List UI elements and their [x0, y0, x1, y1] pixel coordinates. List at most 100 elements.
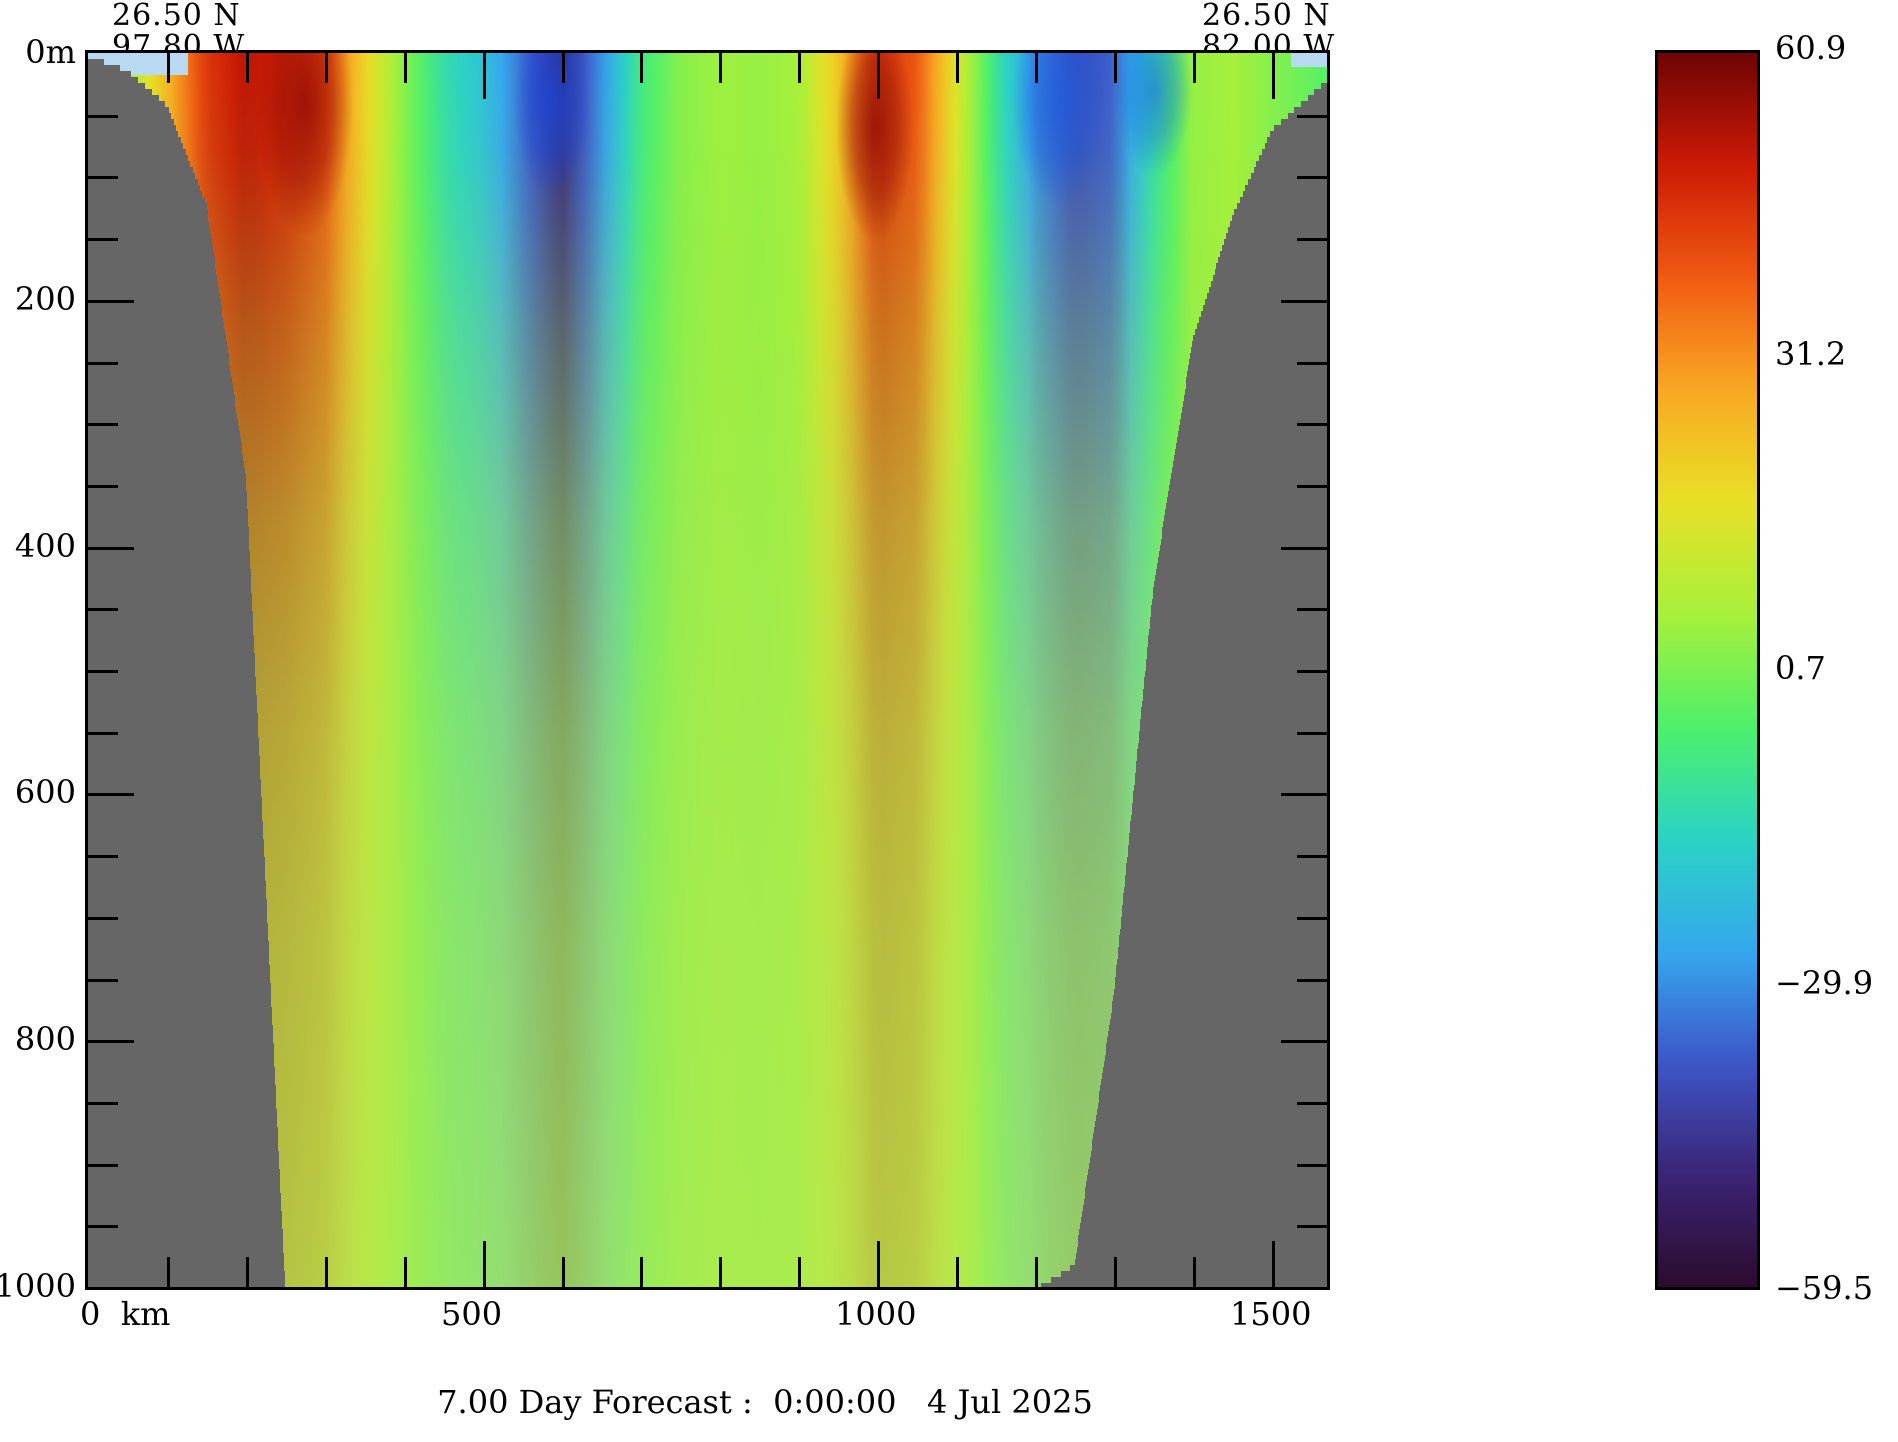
- seafloor-slab: [88, 1073, 275, 1079]
- seafloor-slab: [1169, 485, 1327, 491]
- seafloor-slab: [1167, 497, 1327, 503]
- seafloor-slab: [88, 773, 261, 779]
- y-axis-minor-tick: [1297, 423, 1327, 427]
- seafloor-slab: [88, 845, 264, 851]
- seafloor-slab: [88, 707, 258, 713]
- seafloor-slab: [1126, 863, 1327, 869]
- seafloor-slab: [88, 221, 210, 227]
- seafloor-slab: [88, 779, 261, 785]
- seafloor-slab: [1118, 947, 1327, 953]
- seafloor-slab: [88, 257, 215, 263]
- seafloor-slab: [88, 1151, 279, 1157]
- seafloor-slab: [88, 311, 223, 317]
- seafloor-slab: [88, 353, 229, 359]
- seafloor-slab: [88, 473, 246, 479]
- y-axis-major-tick: [88, 299, 134, 303]
- seafloor-slab: [1220, 251, 1327, 257]
- seafloor-slab: [88, 629, 254, 635]
- seafloor-slab: [1125, 869, 1327, 875]
- seafloor-slab: [1294, 107, 1327, 113]
- seafloor-slab: [88, 377, 232, 383]
- seafloor-slab: [88, 491, 247, 497]
- seafloor-slab: [1307, 95, 1327, 101]
- seafloor-slab: [88, 917, 268, 923]
- seafloor-slab: [1096, 1109, 1327, 1115]
- seafloor-slab: [1166, 503, 1327, 509]
- y-axis-minor-tick: [88, 361, 118, 365]
- seafloor-slab: [1136, 755, 1327, 761]
- seafloor-slab: [88, 911, 268, 917]
- seafloor-slab: [88, 329, 225, 335]
- seafloor-slab: [1121, 911, 1327, 917]
- seafloor-slab: [1137, 743, 1327, 749]
- seafloor-slab: [88, 665, 256, 671]
- seafloor-slab: [1190, 353, 1327, 359]
- seafloor-slab: [1189, 359, 1327, 365]
- y-axis-minor-tick: [1297, 670, 1327, 673]
- seafloor-slab: [88, 1265, 285, 1271]
- seafloor-slab: [1177, 431, 1327, 437]
- x-axis-minor-tick: [1035, 53, 1038, 83]
- seafloor-slab: [88, 191, 203, 197]
- seafloor-slab: [1131, 815, 1327, 821]
- seafloor-slab: [1208, 287, 1327, 293]
- seafloor-slab: [1242, 191, 1327, 197]
- seafloor-slab: [1173, 461, 1327, 467]
- seafloor-slab: [88, 83, 145, 89]
- seafloor-slab: [1156, 563, 1327, 569]
- seafloor-slab: [1080, 1223, 1327, 1229]
- seafloor-slab: [1234, 209, 1327, 215]
- seafloor-slab: [1269, 131, 1327, 137]
- seafloor-slab: [88, 941, 269, 947]
- seafloor-slab: [1140, 713, 1327, 719]
- y-axis-minor-tick: [1297, 176, 1327, 180]
- seafloor-slab: [1144, 671, 1327, 677]
- y-axis-minor-tick: [88, 916, 118, 920]
- seafloor-slab: [1113, 995, 1327, 1001]
- seafloor-slab: [1222, 245, 1327, 251]
- seafloor-slab: [88, 569, 251, 575]
- y-axis-minor-tick: [1297, 608, 1327, 612]
- seafloor-slab: [88, 317, 224, 323]
- seafloor-slab: [88, 479, 247, 485]
- seafloor-slab: [88, 683, 256, 689]
- seafloor-slab: [88, 791, 262, 797]
- seafloor-slab: [1210, 281, 1327, 287]
- seafloor-slab: [88, 1127, 278, 1133]
- right-endpoint-latitude: 26.50 N: [1202, 0, 1331, 33]
- seafloor-slab: [1216, 263, 1327, 269]
- x-axis-major-tick: [877, 1241, 881, 1287]
- x-axis-minor-tick: [166, 53, 170, 83]
- seafloor-slab: [88, 515, 248, 521]
- seafloor-slab: [88, 461, 245, 467]
- y-axis-minor-tick: [88, 1225, 118, 1229]
- x-axis-minor-tick: [1192, 1257, 1196, 1287]
- y-axis-minor-tick: [1297, 114, 1327, 118]
- seafloor-slab: [88, 755, 260, 761]
- seafloor-slab: [88, 1037, 274, 1043]
- seafloor-slab: [88, 887, 266, 893]
- seafloor-slab: [88, 1007, 272, 1013]
- seafloor-slab: [1081, 1217, 1327, 1223]
- seafloor-slab: [88, 659, 255, 665]
- seafloor-slab: [88, 1031, 273, 1037]
- seafloor-slab: [1129, 833, 1327, 839]
- seafloor-slab: [1153, 581, 1327, 587]
- seafloor-slab: [88, 107, 169, 113]
- seafloor-slab: [1102, 1067, 1327, 1073]
- x-axis-minor-tick: [956, 53, 960, 83]
- colorbar-gradient: [1658, 53, 1757, 1287]
- seafloor-slab: [1122, 905, 1327, 911]
- seafloor-slab: [1101, 1079, 1327, 1085]
- seafloor-slab: [1224, 239, 1327, 245]
- seafloor-slab: [88, 701, 257, 707]
- seafloor-slab: [1248, 179, 1327, 185]
- seafloor-slab: [1077, 1241, 1327, 1247]
- seafloor-slab: [1164, 515, 1327, 521]
- seafloor-slab: [88, 947, 269, 953]
- seafloor-slab: [1102, 1073, 1327, 1079]
- distance-tick-label: 500: [441, 1295, 503, 1333]
- seafloor-slab: [1117, 959, 1327, 965]
- seafloor-slab: [88, 299, 221, 305]
- seafloor-slab: [1163, 521, 1327, 527]
